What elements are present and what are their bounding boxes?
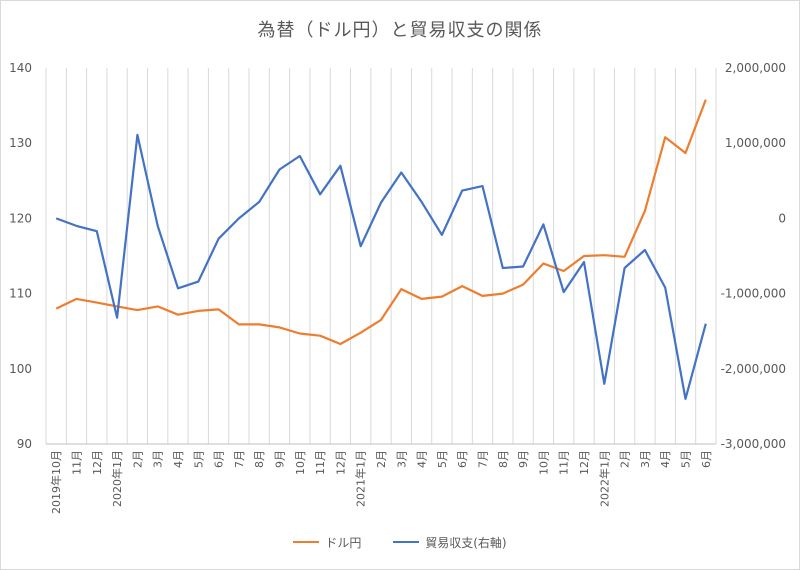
right-tick-label: 2,000,000 [725,61,786,75]
x-tick-label: 8月 [253,450,266,468]
left-tick-label: 100 [9,362,32,376]
x-tick-label: 2月 [619,450,632,468]
x-tick-label: 3月 [152,450,165,468]
legend-item-trade-balance: 貿易収支(右軸) [393,534,507,551]
left-tick-label: 110 [9,287,32,301]
right-tick-label: -1,000,000 [721,287,786,301]
left-tick-label: 140 [9,61,32,75]
x-tick-label: 9月 [517,450,530,468]
series-line-usdjpy [55,99,707,346]
x-tick-label: 6月 [700,450,713,468]
right-tick-label: 1,000,000 [725,136,786,150]
left-tick-label: 130 [9,136,32,150]
x-tick-label: 2月 [375,450,388,468]
x-tick-label: 4月 [659,450,672,468]
x-tick-label: 4月 [416,450,429,468]
x-tick-label: 4月 [172,450,185,468]
left-tick-label: 90 [17,437,32,451]
x-tick-label: 2022年1月 [597,450,611,507]
right-tick-label: -2,000,000 [721,362,786,376]
x-tick-label: 5月 [680,450,693,468]
legend-item-usdjpy: ドル円 [293,534,361,551]
left-axis-ticks: 90 100 110 120 130 140 [9,61,32,451]
legend-swatch-trade-balance [393,541,420,543]
x-tick-label: 11月 [314,450,327,475]
legend-swatch-usdjpy [293,541,320,543]
x-axis-labels: 2019年10月 11月 12月 2020年1月 2月 3月 4月 5月 6月 7月 8月 9月 10月… [49,450,713,514]
x-tick-label: 3月 [639,450,652,468]
x-tick-label: 2021年1月 [354,450,368,507]
x-tick-label: 10月 [537,450,550,475]
x-tick-label: 3月 [395,450,408,468]
x-tick-label: 9月 [273,450,286,468]
x-tick-label: 11月 [70,450,83,475]
x-tick-label: 12月 [91,450,104,475]
legend: ドル円 貿易収支(右軸) [0,532,800,551]
x-tick-label: 5月 [436,450,449,468]
x-tick-label: 6月 [456,450,469,468]
right-tick-label: -3,000,000 [721,437,786,451]
legend-label-usdjpy: ドル円 [325,535,362,550]
legend-label-trade-balance: 貿易収支(右軸) [425,535,507,550]
chart-title: 為替（ドル円）と貿易収支の関係 [257,20,543,41]
left-tick-label: 120 [9,211,32,225]
right-axis-ticks: -3,000,000 -2,000,000 -1,000,000 0 1,000,000… [721,61,786,451]
x-tick-label: 12月 [578,450,591,475]
x-tick-label: 12月 [334,450,347,475]
series-lines [55,99,707,400]
x-tick-label: 7月 [233,450,246,468]
x-tick-label: 11月 [558,450,571,475]
x-tick-label: 2020年1月 [110,450,124,507]
right-tick-label: 0 [778,211,786,225]
x-tick-label: 7月 [477,450,490,468]
x-tick-label: 2019年10月 [49,450,63,514]
series-line-trade-balance [55,133,707,400]
x-tick-label: 8月 [497,450,510,468]
x-tick-label: 2月 [131,450,144,468]
x-tick-label: 6月 [213,450,226,468]
x-tick-label: 5月 [192,450,205,468]
x-tick-label: 10月 [294,450,307,475]
